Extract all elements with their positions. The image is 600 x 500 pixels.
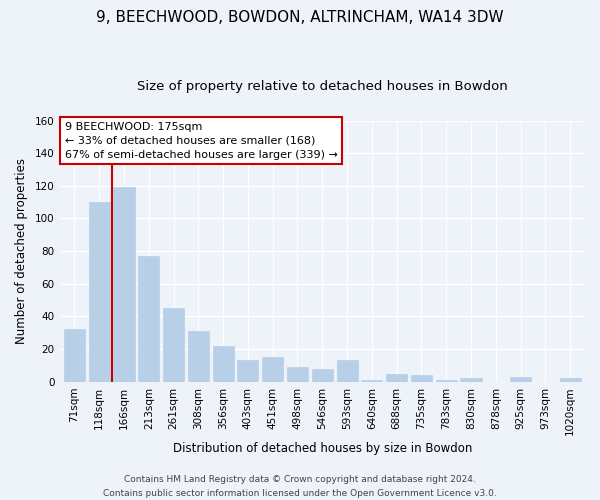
Bar (312, 368, 333, 382)
Bar (212, 346, 233, 382)
Bar (138, 256, 160, 382)
Bar (510, 377, 531, 382)
Bar (460, 378, 482, 382)
Y-axis label: Number of detached properties: Number of detached properties (15, 158, 28, 344)
Bar (436, 380, 457, 382)
Bar (386, 374, 407, 382)
X-axis label: Distribution of detached houses by size in Bowdon: Distribution of detached houses by size … (173, 442, 472, 455)
Bar (188, 331, 209, 382)
Bar (163, 308, 184, 382)
Bar (361, 380, 382, 382)
Bar (560, 378, 581, 382)
Bar (337, 360, 358, 382)
Bar (89, 202, 110, 382)
Title: Size of property relative to detached houses in Bowdon: Size of property relative to detached ho… (137, 80, 508, 93)
Text: Contains HM Land Registry data © Crown copyright and database right 2024.
Contai: Contains HM Land Registry data © Crown c… (103, 476, 497, 498)
Bar (411, 375, 432, 382)
Text: 9 BEECHWOOD: 175sqm
← 33% of detached houses are smaller (168)
67% of semi-detac: 9 BEECHWOOD: 175sqm ← 33% of detached ho… (65, 122, 338, 160)
Bar (238, 360, 259, 382)
Bar (287, 367, 308, 382)
Bar (64, 330, 85, 382)
Text: 9, BEECHWOOD, BOWDON, ALTRINCHAM, WA14 3DW: 9, BEECHWOOD, BOWDON, ALTRINCHAM, WA14 3… (96, 10, 504, 25)
Bar (113, 188, 134, 382)
Bar (262, 357, 283, 382)
